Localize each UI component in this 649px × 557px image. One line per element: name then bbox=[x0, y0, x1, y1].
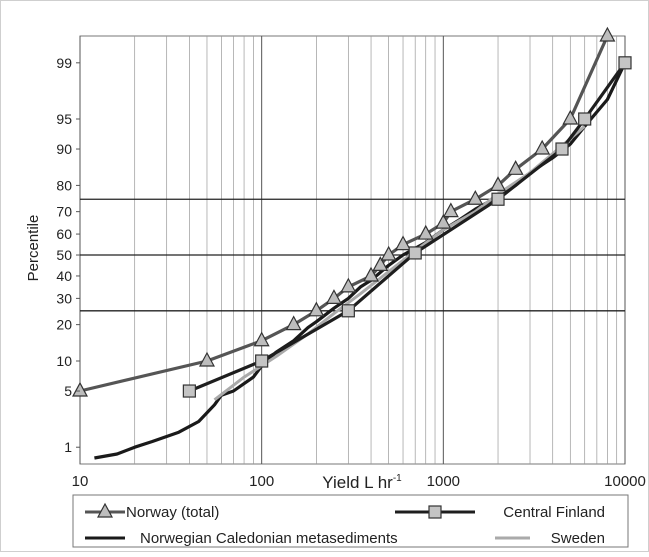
triangle-marker bbox=[534, 139, 551, 155]
x-tick-label: 10000 bbox=[604, 473, 646, 490]
y-tick-label: 10 bbox=[56, 353, 72, 369]
triangle-marker bbox=[340, 277, 357, 293]
y-tick-label: 60 bbox=[56, 226, 72, 242]
square-marker bbox=[428, 505, 442, 519]
x-axis-label: Yield L hr bbox=[322, 473, 393, 492]
square-marker bbox=[491, 192, 505, 206]
legend-box bbox=[72, 494, 629, 548]
y-tick-label: 95 bbox=[56, 111, 72, 127]
square-marker bbox=[578, 112, 592, 126]
triangle-marker bbox=[380, 245, 397, 261]
square-marker bbox=[182, 384, 196, 398]
x-tick-label: 100 bbox=[249, 473, 274, 490]
triangle-marker bbox=[507, 160, 524, 175]
y-axis-title: Percentile bbox=[25, 215, 42, 282]
x-tick-labels: 10 100 1000 10000 bbox=[72, 473, 646, 490]
triangle-marker bbox=[372, 256, 389, 272]
plot-area bbox=[79, 35, 626, 465]
triangle-marker bbox=[417, 224, 434, 240]
x-tick-label: 10 bbox=[72, 473, 89, 490]
legend-label-1: Central Finland bbox=[503, 504, 605, 521]
series-markers bbox=[71, 26, 632, 398]
x-axis-title: Yield L hr-1 bbox=[322, 473, 402, 492]
triangle-marker bbox=[442, 202, 459, 218]
legend-label-3: Sweden bbox=[551, 530, 605, 547]
square-marker bbox=[408, 246, 422, 260]
y-tick-label: 50 bbox=[56, 247, 72, 263]
triangle-marker bbox=[562, 109, 579, 125]
square-marker bbox=[618, 56, 632, 70]
y-tick-labels: 1 5 10 20 30 40 50 60 70 80 90 95 99 bbox=[56, 55, 80, 455]
triangle-marker bbox=[253, 331, 270, 347]
y-tick-label: 30 bbox=[56, 290, 72, 306]
legend-label-2: Norwegian Caledonian metasediments bbox=[140, 530, 398, 547]
triangle-marker bbox=[198, 351, 215, 367]
y-tick-label: 90 bbox=[56, 141, 72, 157]
square-marker bbox=[555, 142, 569, 156]
square-marker bbox=[255, 354, 269, 368]
y-tick-label: 99 bbox=[56, 55, 72, 71]
y-tick-label: 70 bbox=[56, 204, 72, 220]
triangle-marker bbox=[467, 189, 484, 205]
triangle-marker bbox=[490, 176, 507, 192]
triangle-marker bbox=[363, 266, 380, 282]
y-tick-label: 80 bbox=[56, 177, 72, 193]
triangle-marker bbox=[96, 502, 114, 518]
triangle-marker bbox=[308, 301, 325, 317]
square-marker bbox=[341, 304, 355, 318]
y-tick-label: 40 bbox=[56, 268, 72, 284]
triangle-marker bbox=[395, 235, 412, 251]
y-tick-label: 20 bbox=[56, 317, 72, 333]
legend: Norway (total) Central Finland Norwegian C… bbox=[85, 502, 605, 547]
triangle-marker bbox=[599, 26, 616, 42]
grid bbox=[79, 36, 626, 464]
triangle-marker bbox=[325, 289, 342, 304]
y-tick-label: 5 bbox=[64, 383, 72, 399]
triangle-marker bbox=[435, 213, 452, 229]
x-axis-superscript: -1 bbox=[393, 473, 402, 484]
x-tick-label: 1000 bbox=[427, 473, 460, 490]
triangle-marker bbox=[285, 315, 302, 331]
triangle-marker bbox=[71, 381, 89, 397]
legend-label-0: Norway (total) bbox=[126, 504, 219, 521]
y-tick-label: 1 bbox=[64, 439, 72, 455]
